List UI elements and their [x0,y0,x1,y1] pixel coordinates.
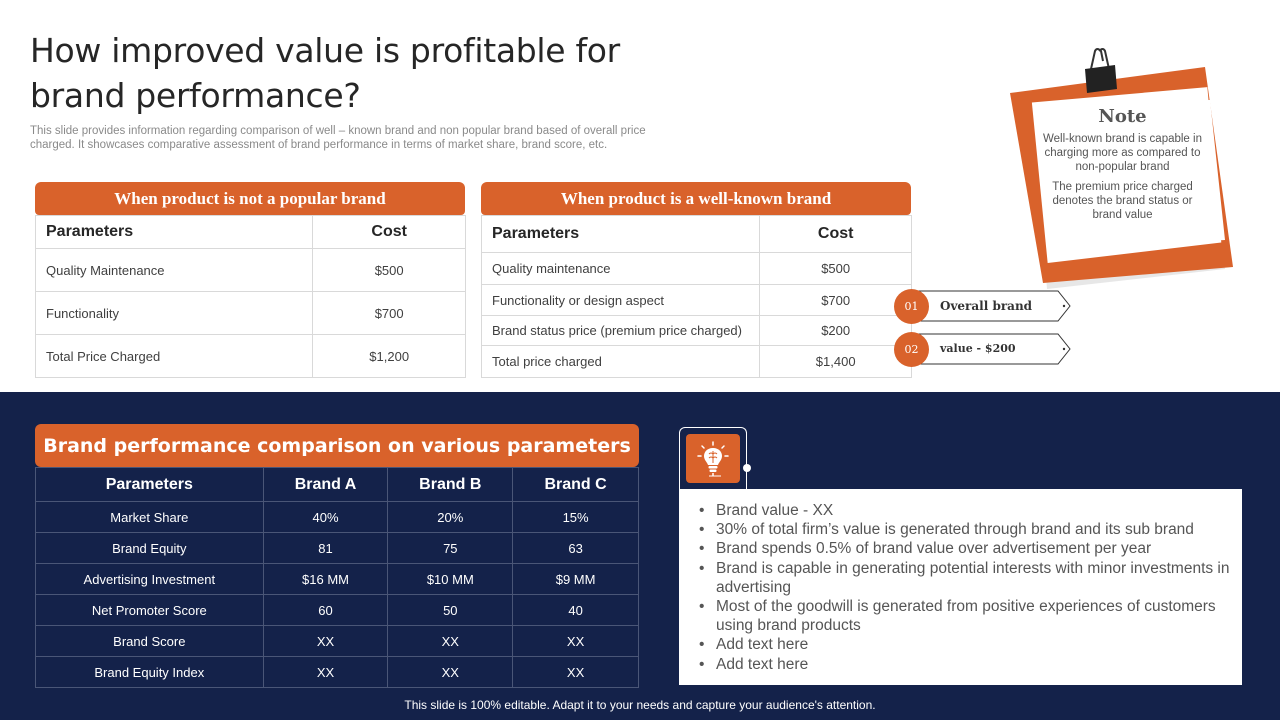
lightbulb-icon [697,440,729,476]
table-cell: $1,200 [312,334,466,378]
table-cell: Net Promoter Score [35,594,264,626]
table-cell: 20% [387,501,514,533]
column-header: Brand C [512,467,639,502]
table-cell: Total Price Charged [34,334,314,378]
table-cell: XX [512,625,639,657]
icon-frame [679,427,747,489]
list-item: Add text here [699,655,1230,674]
binder-clip-icon [1085,48,1117,93]
column-header: Brand A [262,467,389,502]
table-cell: $16 MM [262,563,389,595]
table-cell: Quality Maintenance [34,248,314,292]
list-item: Brand spends 0.5% of brand value over ad… [699,539,1230,558]
comparison-header: Brand performance comparison on various … [35,424,639,467]
table-cell: Market Share [35,501,264,533]
table-cell: $9 MM [512,563,639,595]
table-cell: $200 [759,315,912,346]
brand-facts-box: Brand value - XX 30% of total firm’s val… [679,489,1242,685]
column-header: Cost [312,215,466,249]
note-card [1005,45,1245,295]
connector-dot [743,464,751,472]
table-cell: Functionality [34,291,314,335]
tag-shape [910,290,1071,322]
tag-number: 01 [894,289,929,324]
tag-text: Overall brand [940,299,1033,313]
table-cell: $10 MM [387,563,514,595]
table-cell: $500 [312,248,466,292]
note-paper [1010,67,1233,289]
table-cell: $700 [759,284,912,316]
table-cell: Quality maintenance [480,252,761,285]
table-cell: $1,400 [759,345,912,378]
table-cell: Brand Equity [35,532,264,564]
column-header: Brand B [387,467,514,502]
column-header: Parameters [480,215,761,253]
list-item: 30% of total firm’s value is generated t… [699,520,1230,539]
table-cell: $700 [312,291,466,335]
tag-text: value - $200 [940,342,1016,355]
table-cell: 40% [262,501,389,533]
list-item: Brand value - XX [699,501,1230,520]
footer-note: This slide is 100% editable. Adapt it to… [404,698,876,712]
well-known-header: When product is a well-known brand [481,182,911,215]
table-cell: XX [262,625,389,657]
list-item: Add text here [699,635,1230,654]
table-cell: 63 [512,532,639,564]
tag-brand-value: 02 value - $200 [894,332,1071,367]
not-popular-table: Parameters Cost Quality Maintenance $500… [34,215,466,378]
table-cell: XX [387,625,514,657]
table-cell: XX [512,656,639,688]
table-cell: 81 [262,532,389,564]
table-cell: Brand status price (premium price charge… [480,315,761,346]
note-title: Note [1098,106,1147,127]
table-cell: XX [262,656,389,688]
page-subtitle: This slide provides information regardin… [30,125,646,151]
well-known-table: Parameters Cost Quality maintenance $500… [480,215,912,378]
table-cell: 60 [262,594,389,626]
table-cell: 15% [512,501,639,533]
tag-number: 02 [894,332,929,367]
table-cell: 75 [387,532,514,564]
table-cell: XX [387,656,514,688]
table-cell: 50 [387,594,514,626]
note-text: The premium price charged denotes the br… [1052,181,1193,221]
table-cell: Total price charged [480,345,761,378]
list-item: Brand is capable in generating potential… [699,559,1230,597]
tag-overall-brand: 01 Overall brand [894,289,1071,324]
table-cell: Functionality or design aspect [480,284,761,316]
note-content: Note Well-known brand is capable in char… [1040,106,1205,228]
note-text: Well-known brand is capable in charging … [1043,133,1202,173]
tag-shape [910,333,1071,365]
table-cell: Brand Score [35,625,264,657]
comparison-table: Parameters Brand A Brand B Brand C Marke… [35,467,639,688]
column-header: Parameters [35,467,264,502]
lightbulb-brain-icon [686,434,740,483]
bullet-list: Brand value - XX 30% of total firm’s val… [699,501,1230,674]
table-cell: Advertising Investment [35,563,264,595]
table-cell: Brand Equity Index [35,656,264,688]
column-header: Parameters [34,215,314,249]
not-popular-header: When product is not a popular brand [35,182,465,215]
table-cell: 40 [512,594,639,626]
column-header: Cost [759,215,912,253]
list-item: Most of the goodwill is generated from p… [699,597,1230,635]
page-title: How improved value is profitable for bra… [30,31,620,115]
table-cell: $500 [759,252,912,285]
